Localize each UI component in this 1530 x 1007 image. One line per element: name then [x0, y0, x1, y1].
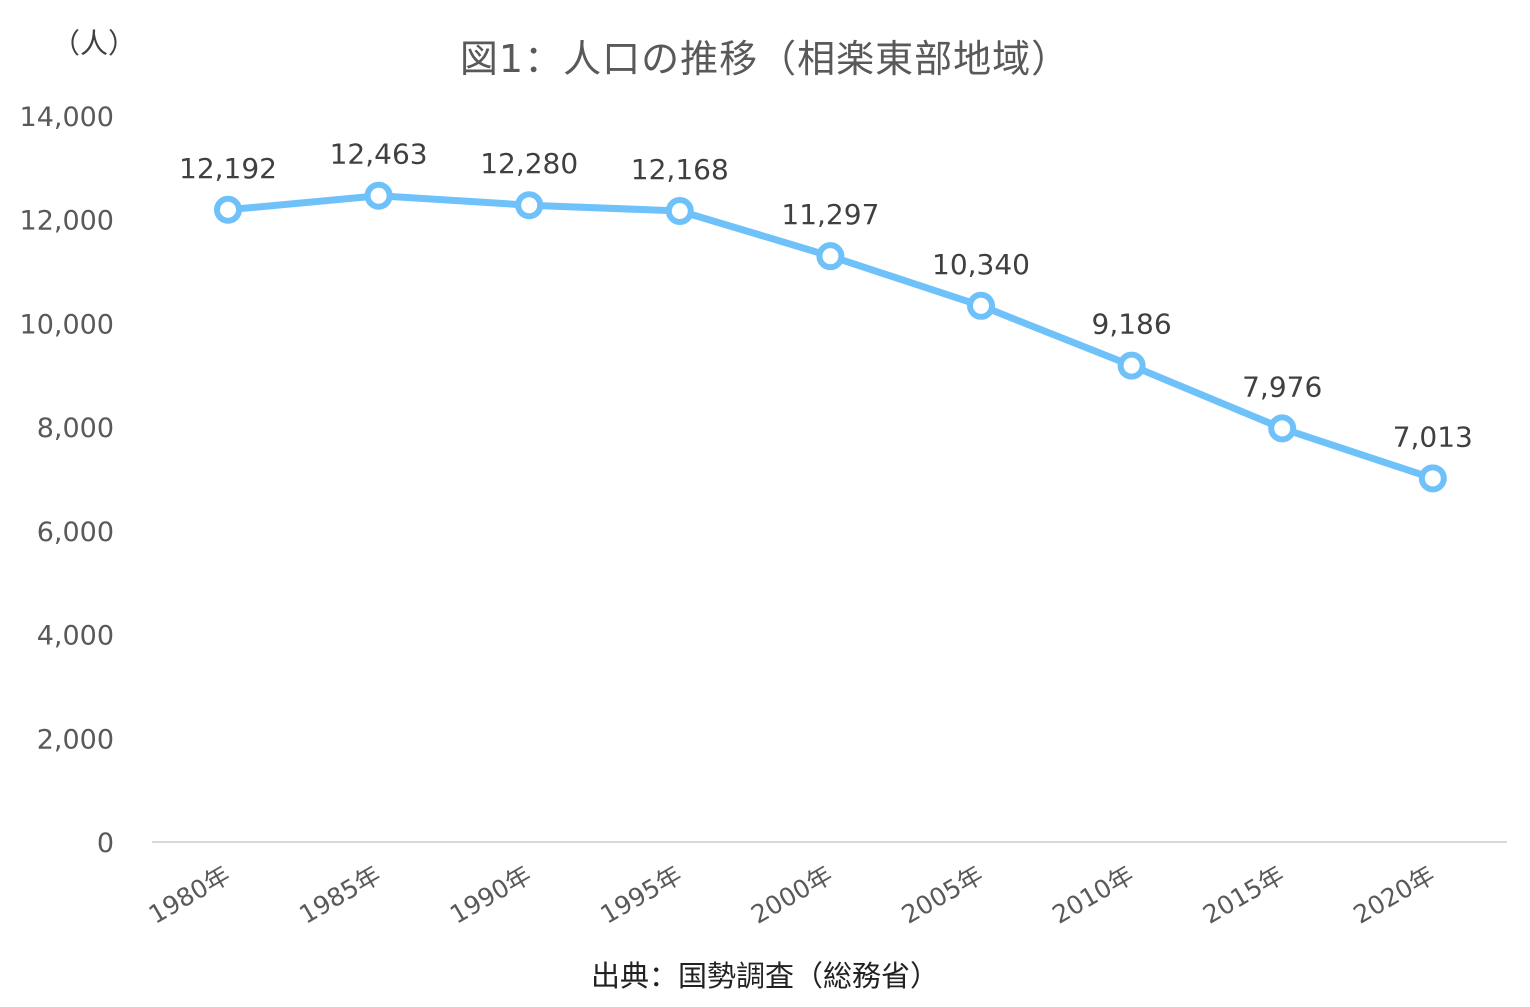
data-label: 9,186 — [1092, 308, 1172, 341]
x-tick-label: 1995年 — [596, 860, 687, 929]
data-label: 12,192 — [179, 152, 277, 185]
data-point-marker — [665, 197, 694, 226]
x-tick-label: 2000年 — [746, 860, 837, 929]
x-tick-label: 1985年 — [294, 860, 385, 929]
y-tick-label: 10,000 — [20, 309, 114, 340]
series-line — [224, 192, 1437, 482]
data-label-layer: 12,192 12,463 12,280 12,168 11,297 10,340 9,18… — [179, 138, 1473, 454]
x-tick-label: 2010年 — [1047, 860, 1138, 929]
data-label: 10,340 — [932, 248, 1030, 281]
data-point-marker — [1418, 464, 1447, 493]
data-label: 12,280 — [480, 147, 578, 180]
data-point-marker — [515, 191, 544, 220]
x-axis: 1980年 1985年 1990年 1995年 2000年 2005年 2010年 2015年… — [144, 841, 1507, 930]
source-caption: 出典：国勢調査（総務省） — [590, 959, 939, 993]
data-label: 12,168 — [631, 153, 729, 186]
data-label: 7,976 — [1242, 370, 1322, 403]
y-axis: 0 2,000 4,000 6,000 8,000 10,000 12,000 14,000 — [20, 102, 114, 859]
y-tick-label: 6,000 — [37, 517, 114, 548]
x-tick-label: 2005年 — [897, 860, 988, 929]
y-tick-label: 4,000 — [37, 621, 114, 652]
data-point-marker — [364, 181, 393, 210]
data-label: 11,297 — [781, 198, 879, 231]
data-label: 7,013 — [1393, 420, 1473, 453]
x-tick-label: 2020年 — [1349, 860, 1440, 929]
data-label: 12,463 — [330, 138, 428, 171]
data-point-marker — [816, 242, 845, 271]
chart-title: 図1：人口の推移（相楽東部地域） — [459, 37, 1071, 81]
data-point-marker — [1117, 351, 1146, 380]
x-tick-label: 1980年 — [144, 860, 235, 929]
series-layer — [214, 181, 1447, 493]
y-tick-label: 0 — [97, 828, 114, 859]
y-tick-label: 8,000 — [37, 413, 114, 444]
y-tick-label: 2,000 — [37, 724, 114, 755]
x-tick-label: 2015年 — [1198, 860, 1289, 929]
y-tick-label: 12,000 — [20, 206, 114, 237]
y-tick-label: 14,000 — [20, 102, 114, 133]
data-point-marker — [1268, 414, 1297, 443]
data-point-marker — [214, 195, 242, 224]
y-axis-unit-label: （人） — [52, 27, 137, 60]
data-point-marker — [967, 291, 995, 320]
x-tick-label: 1990年 — [445, 860, 536, 929]
